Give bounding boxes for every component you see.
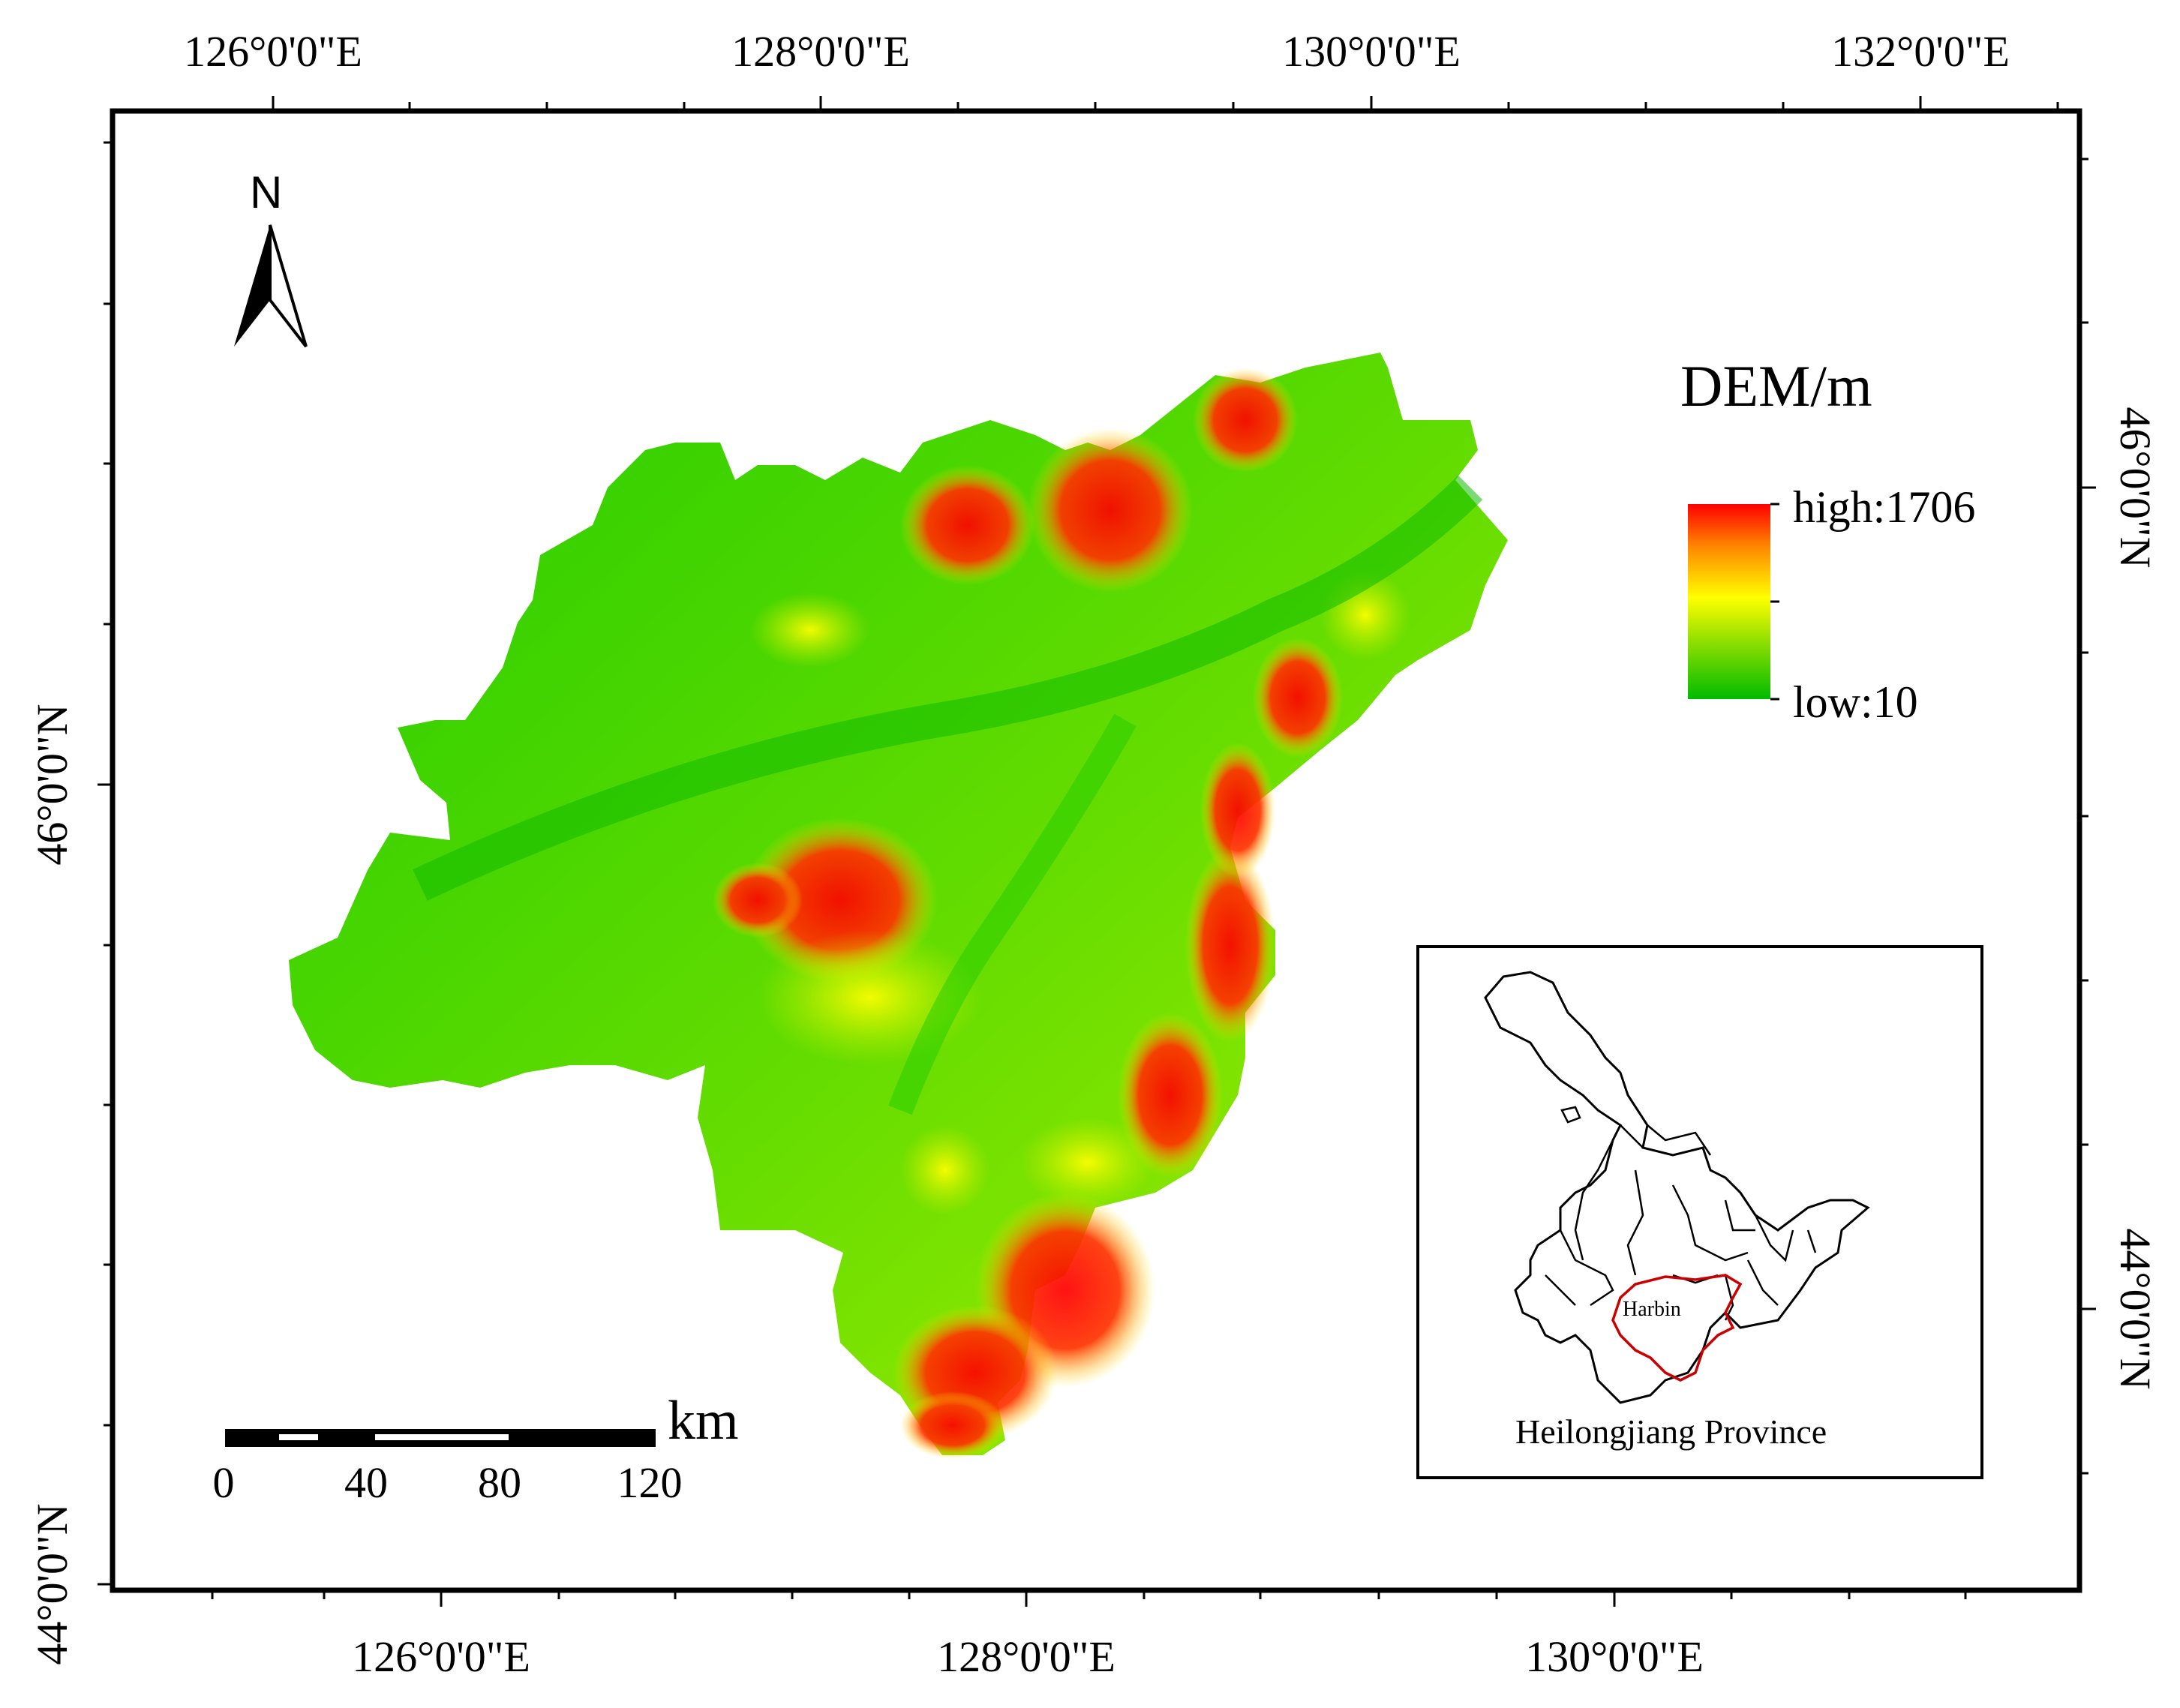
inset-map	[1416, 945, 1983, 1479]
scale-tick-120: 120	[617, 1458, 683, 1507]
right-ticks	[2079, 158, 2096, 1475]
legend-low-label: low:10	[1793, 677, 1918, 727]
legend-title: DEM/m	[1680, 353, 1872, 419]
north-letter: N	[250, 167, 283, 218]
harbin-outline	[1611, 1274, 1743, 1382]
bottom-lon-label-1: 126°0'0"E	[352, 1632, 530, 1681]
bottom-ticks	[211, 1590, 1967, 1607]
inset-title: Heilongjiang Province	[1515, 1412, 1827, 1451]
top-lon-label-1: 126°0'0"E	[184, 27, 362, 76]
dem-relief	[289, 353, 1508, 1459]
scale-tick-80: 80	[478, 1458, 521, 1507]
inset-harbin-label: Harbin	[1623, 1298, 1681, 1321]
scale-tick-0: 0	[212, 1458, 235, 1507]
left-lat-label-2: 44°0'0"N	[28, 1503, 77, 1665]
top-lon-label-2: 128°0'0"E	[731, 27, 910, 76]
legend-colorbar	[1688, 504, 1770, 699]
left-ticks	[98, 141, 113, 1586]
north-arrow-icon	[234, 224, 308, 348]
legend-high-label: high:1706	[1793, 482, 1976, 532]
top-ticks	[272, 96, 2059, 111]
bottom-lon-label-2: 128°0'0"E	[937, 1632, 1116, 1681]
top-lon-label-3: 130°0'0"E	[1282, 27, 1461, 76]
legend-ticks	[1770, 503, 1779, 701]
right-lat-label-2: 44°0'0"N	[2111, 1228, 2160, 1390]
scale-unit-label: km	[668, 1390, 739, 1451]
left-lat-label-1: 46°0'0"N	[28, 704, 77, 866]
scale-tick-40: 40	[344, 1458, 388, 1507]
top-lon-label-4: 132°0'0"E	[1831, 27, 2010, 76]
right-lat-label-1: 46°0'0"N	[2111, 407, 2160, 569]
scale-bar	[225, 1429, 656, 1447]
bottom-lon-label-3: 130°0'0"E	[1525, 1632, 1704, 1681]
